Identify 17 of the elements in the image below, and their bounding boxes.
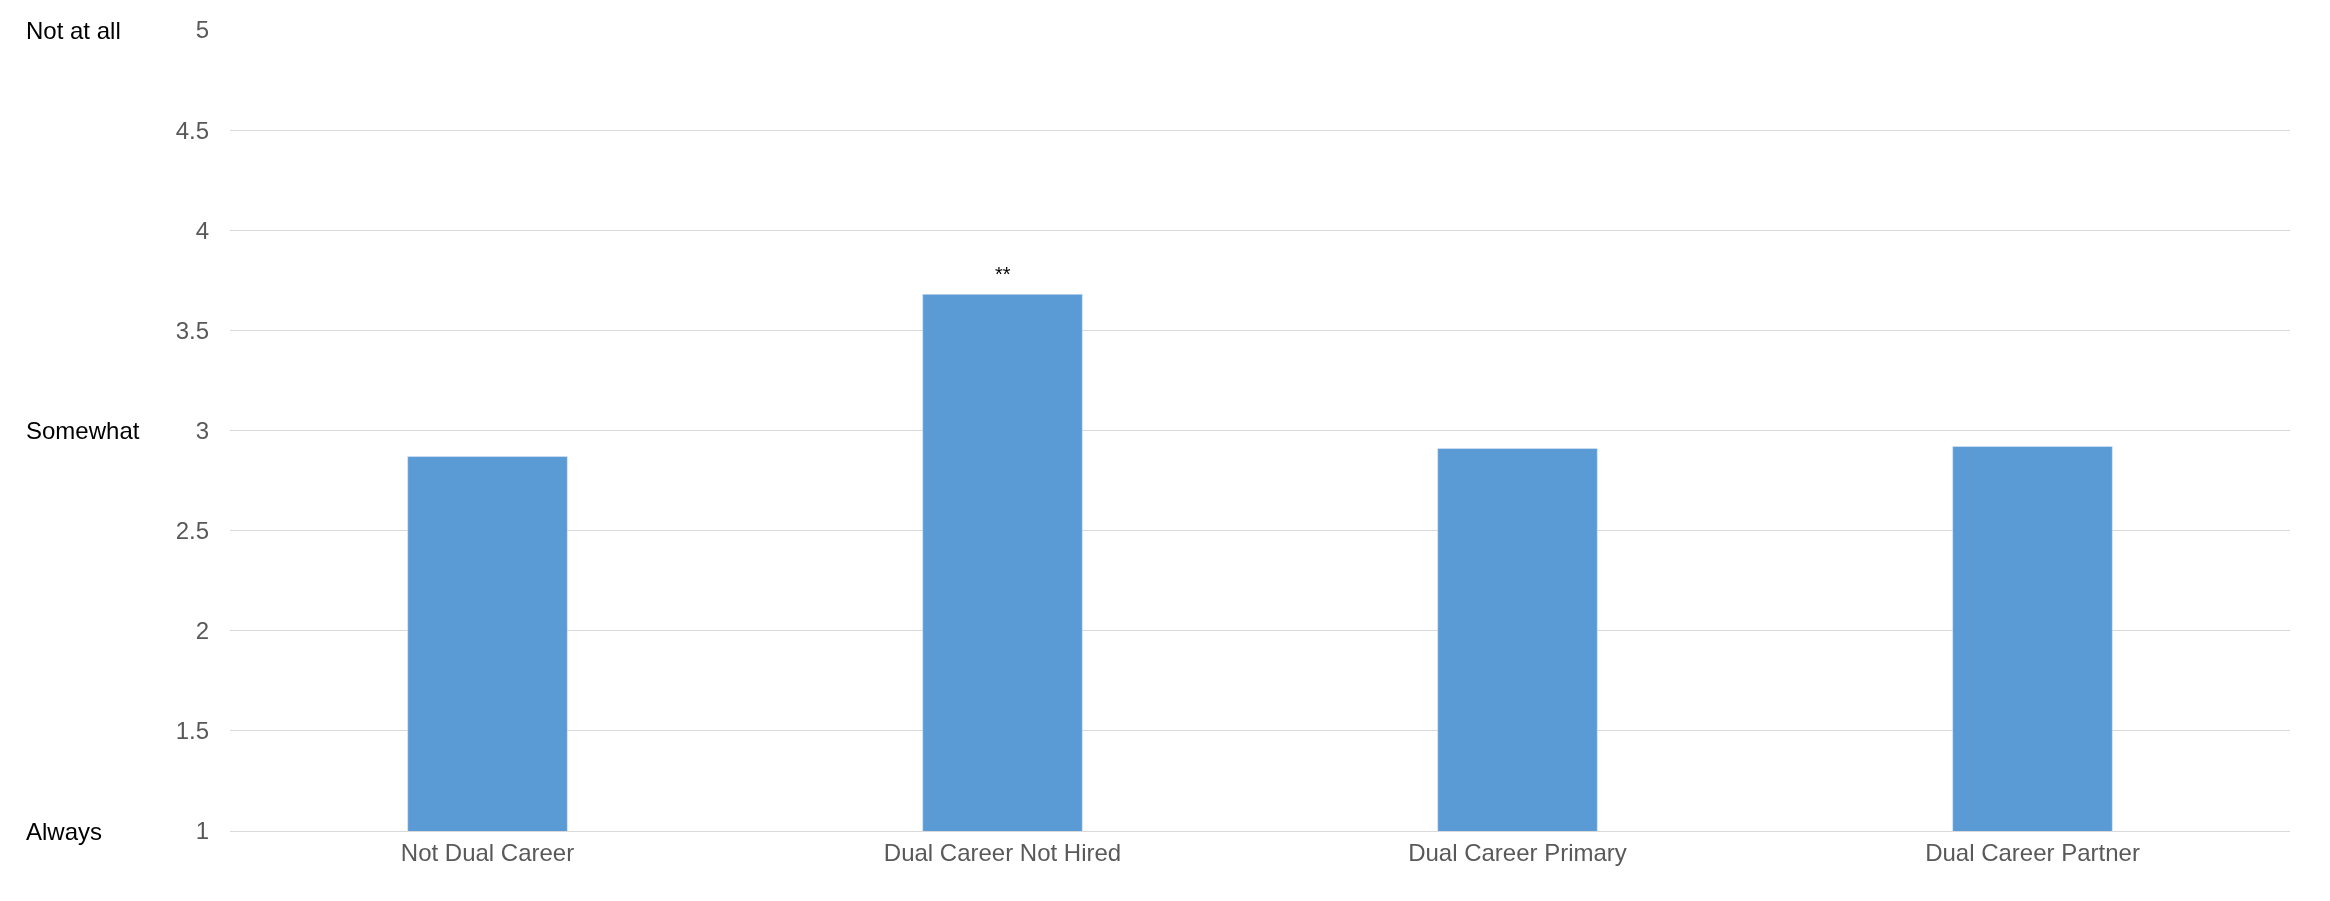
y-tick-label: 1.5 [175,717,209,745]
x-tick-label: Dual Career Partner [1925,838,2140,866]
y-tick-label: 3.5 [175,316,209,344]
y-tick-label: 4 [195,216,209,244]
y-tick-label: 2.5 [175,517,209,545]
x-tick-label: Dual Career Not Hired [883,838,1122,866]
text: Not at all [26,17,121,44]
y-tick-label: 5 [195,16,209,44]
y-tick-label: 2 [195,617,209,645]
x-tick-label: Not Dual Career [400,838,575,866]
x-tick-label: Dual Career Primary [1408,838,1627,866]
y-tick-label: 3 [195,416,209,444]
text: Somewhat [26,417,140,444]
text: Always [26,818,103,845]
y-tick-label: 1 [195,817,209,845]
y-tick-label: 4.5 [175,116,209,144]
annotation: ** [995,263,1011,285]
